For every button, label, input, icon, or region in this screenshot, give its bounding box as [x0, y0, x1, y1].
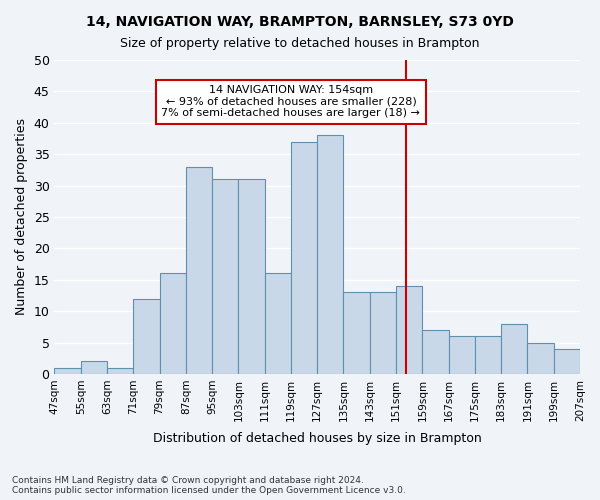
Bar [186, 166, 212, 374]
Bar [396, 286, 422, 374]
Bar [55, 368, 80, 374]
Bar [475, 336, 501, 374]
Bar [501, 324, 527, 374]
Bar [107, 368, 133, 374]
Text: 14, NAVIGATION WAY, BRAMPTON, BARNSLEY, S73 0YD: 14, NAVIGATION WAY, BRAMPTON, BARNSLEY, … [86, 15, 514, 29]
Bar [554, 349, 580, 374]
Bar [265, 274, 291, 374]
Bar [343, 292, 370, 374]
Bar [238, 180, 265, 374]
Bar [160, 274, 186, 374]
Bar [317, 136, 343, 374]
Bar [370, 292, 396, 374]
Bar [133, 298, 160, 374]
Bar [80, 362, 107, 374]
Bar [291, 142, 317, 374]
Text: Contains HM Land Registry data © Crown copyright and database right 2024.
Contai: Contains HM Land Registry data © Crown c… [12, 476, 406, 495]
Bar [449, 336, 475, 374]
Text: Size of property relative to detached houses in Brampton: Size of property relative to detached ho… [120, 38, 480, 51]
Bar [527, 342, 554, 374]
Text: 14 NAVIGATION WAY: 154sqm
← 93% of detached houses are smaller (228)
7% of semi-: 14 NAVIGATION WAY: 154sqm ← 93% of detac… [161, 85, 421, 118]
Bar [212, 180, 238, 374]
Bar [422, 330, 449, 374]
Y-axis label: Number of detached properties: Number of detached properties [15, 118, 28, 316]
X-axis label: Distribution of detached houses by size in Brampton: Distribution of detached houses by size … [153, 432, 482, 445]
